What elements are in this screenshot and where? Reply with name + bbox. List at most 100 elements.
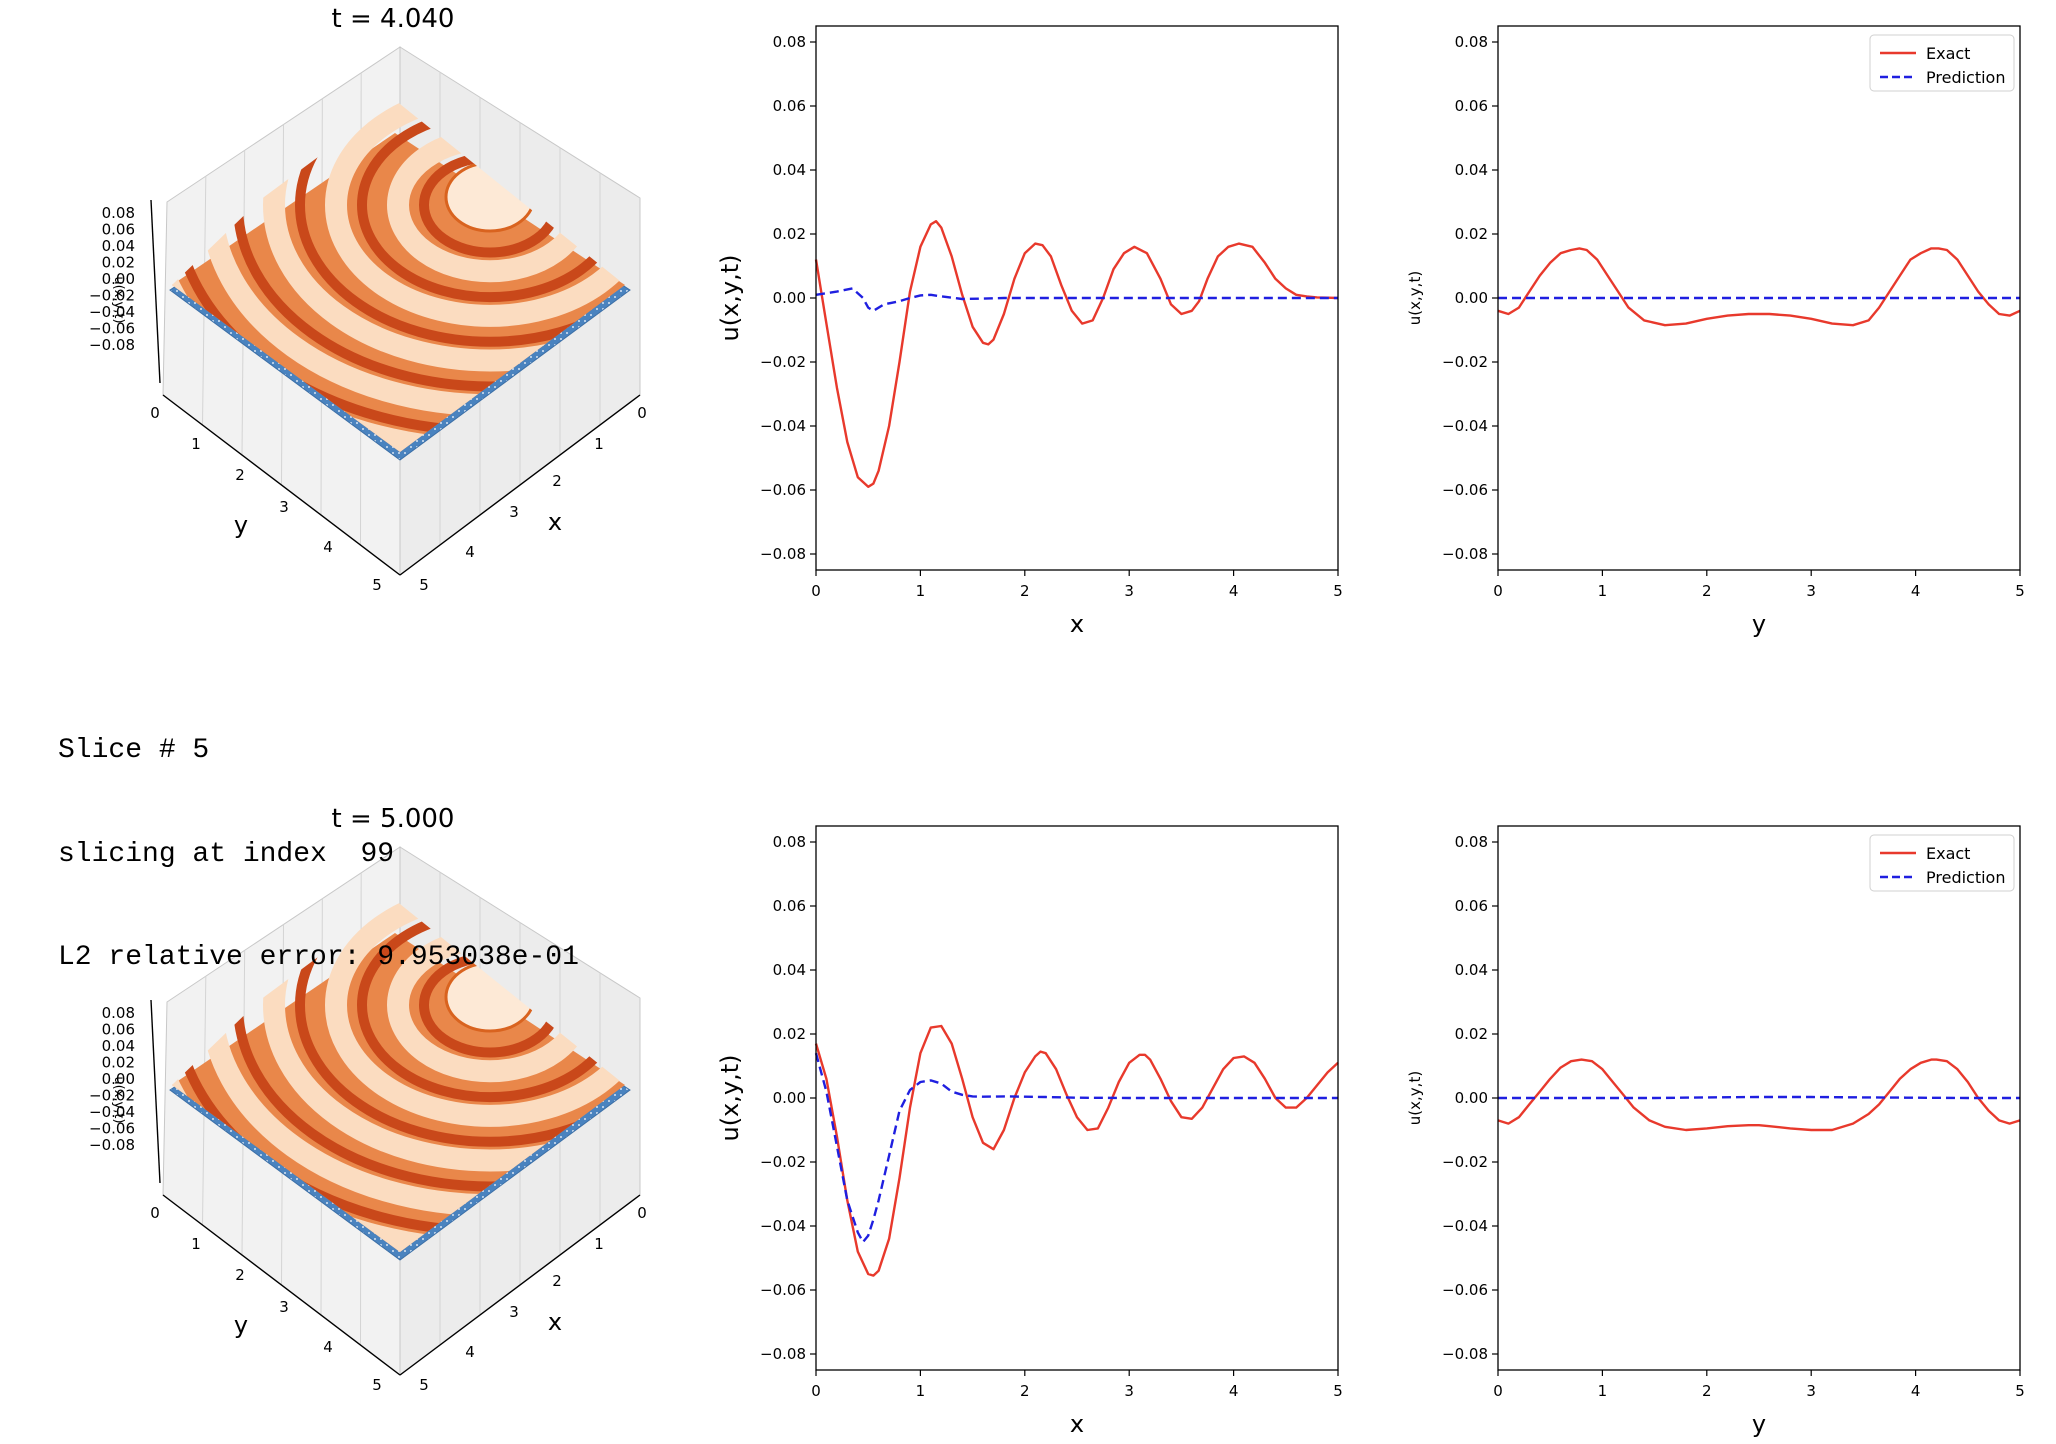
y-tick-label: 0.02 <box>1455 1025 1488 1043</box>
plot-frame <box>815 25 1339 571</box>
y-tick-label: 0.08 <box>773 33 806 51</box>
x-tick-label: 2 <box>1702 1382 1712 1400</box>
chart-row1-x-slice: 0 1 2 3 4 5 −0.08 −0.06 −0.04 −0.02 0.00 0.02 0.04 0.… <box>716 25 1343 638</box>
y-tick-label: 1 <box>191 1235 201 1253</box>
x-tick-label: 3 <box>1124 1382 1134 1400</box>
y-tick-label: 3 <box>279 1298 289 1316</box>
y-tick-label: −0.06 <box>760 1281 806 1299</box>
y-tick-label: 5 <box>372 1376 382 1394</box>
y-tick-label: 2 <box>235 466 245 484</box>
y-tick-label: −0.02 <box>1442 353 1488 371</box>
plot-frame <box>815 825 1339 1371</box>
y-tick-label: 1 <box>191 435 201 453</box>
y-tick-label: 2 <box>235 1266 245 1284</box>
x-tick-label: 4 <box>465 543 475 561</box>
exact-series-line <box>1497 247 2021 327</box>
x-tick-label: 5 <box>2015 1382 2025 1400</box>
x-tick-label: 0 <box>637 1204 647 1222</box>
x-tick-label: 2 <box>552 1272 562 1290</box>
x-tick-label: 2 <box>1020 1382 1030 1400</box>
z-tick-label: −0.06 <box>89 320 135 338</box>
legend: Exact Prediction <box>1869 34 2015 92</box>
y-tick-label: 0.06 <box>1455 97 1488 115</box>
y-tick-label: −0.06 <box>1442 481 1488 499</box>
z-tick-label: 0.08 <box>102 204 135 222</box>
x-tick-label: 4 <box>465 1343 475 1361</box>
wave-crest <box>263 100 625 372</box>
x-tick-label: 1 <box>1598 1382 1608 1400</box>
z-axis-line <box>150 199 161 384</box>
prediction-series-line <box>814 1052 1338 1244</box>
x-tick-label: 3 <box>1806 1382 1816 1400</box>
y-tick-label: 0.00 <box>1455 1089 1488 1107</box>
plot-frame <box>1497 25 2021 571</box>
y-tick-label: 0.00 <box>1455 289 1488 307</box>
y-tick-label: 0.06 <box>1455 897 1488 915</box>
z-tick-label: 0.06 <box>102 1021 135 1039</box>
y-tick-label: 0.06 <box>773 97 806 115</box>
chart-row2-y-slice: 0 1 2 3 4 5 −0.08 −0.06 −0.04 −0.02 0.00 0.02 0.04 0.… <box>1406 825 2025 1438</box>
y-tick-label: 0.08 <box>1455 833 1488 851</box>
z-tick-label: −0.04 <box>89 1103 135 1121</box>
console-line-slice-index: slicing at index 99 <box>58 838 395 870</box>
wave-crest <box>263 900 625 1172</box>
y-tick-label: −0.06 <box>1442 1281 1488 1299</box>
y-tick-label: 0.04 <box>773 961 806 979</box>
x-tick-label: 1 <box>594 1235 604 1253</box>
z-tick-label: 0.02 <box>102 254 135 272</box>
x-tick-label: 2 <box>1020 582 1030 600</box>
y-tick-label: 0.04 <box>1455 161 1488 179</box>
y-tick-label: 4 <box>323 1338 333 1356</box>
exact-series-line <box>814 220 1339 488</box>
z-axis-line <box>150 999 161 1184</box>
exact-series-line <box>814 1024 1339 1277</box>
z-tick-label: −0.06 <box>89 1120 135 1138</box>
y-tick-label: 5 <box>372 576 382 594</box>
y-tick-label: 3 <box>279 498 289 516</box>
legend: Exact Prediction <box>1869 834 2015 892</box>
x-axis-label: y <box>1752 610 1766 638</box>
y-axis-line <box>162 1194 401 1376</box>
z-tick-label: −0.02 <box>89 1087 135 1105</box>
z-axis-label: u(x,y,t) <box>111 1076 126 1123</box>
wave-trough <box>295 900 625 1147</box>
z-axis-label: u(x,y,t) <box>111 276 126 323</box>
console-line-l2-error: L2 relative error: 9.953038e-01 <box>58 942 579 973</box>
surface-plot-row-1: t = 4.0400.080.060.040.020.00−0.02−0.04−… <box>89 4 647 594</box>
y-tick-label: 0.04 <box>773 161 806 179</box>
y-tick-label: −0.08 <box>1442 1345 1488 1363</box>
y-tick-label: −0.04 <box>760 1217 806 1235</box>
z-tick-label: −0.08 <box>89 336 135 354</box>
x-tick-label: 4 <box>1911 582 1921 600</box>
y-axis-line <box>162 394 401 576</box>
y-axis-label: u(x,y,t) <box>1406 271 1424 325</box>
y-tick-label: −0.04 <box>760 417 806 435</box>
surface-title: t = 5.000 <box>332 804 455 834</box>
z-tick-label: −0.08 <box>89 1136 135 1154</box>
legend-prediction-label: Prediction <box>1926 68 2005 87</box>
z-tick-label: −0.04 <box>89 303 135 321</box>
y-tick-label: −0.02 <box>760 353 806 371</box>
z-tick-label: 0.00 <box>102 270 135 288</box>
x-axis-line <box>399 394 641 576</box>
surface-title: t = 4.040 <box>332 4 455 34</box>
y-tick-label: 0.02 <box>773 225 806 243</box>
y-tick-label: 0.08 <box>1455 33 1488 51</box>
console-line-slice-number: Slice # 5 <box>58 735 210 766</box>
x-tick-label: 0 <box>811 582 821 600</box>
x-tick-label: 2 <box>552 472 562 490</box>
y-tick-label: −0.08 <box>760 1345 806 1363</box>
x-tick-label: 0 <box>1493 582 1503 600</box>
y-tick-label: 0.02 <box>773 1025 806 1043</box>
x-tick-label: 4 <box>1229 1382 1239 1400</box>
x-tick-label: 1 <box>916 582 926 600</box>
z-tick-label: −0.02 <box>89 287 135 305</box>
y-tick-label: 0.04 <box>1455 961 1488 979</box>
x-tick-label: 1 <box>916 1382 926 1400</box>
wave-crest <box>325 100 625 327</box>
x-tick-label: 2 <box>1702 582 1712 600</box>
y-axis-label: y <box>234 511 248 539</box>
x-axis-label: x <box>548 1308 562 1336</box>
y-tick-label: 0.00 <box>773 1089 806 1107</box>
